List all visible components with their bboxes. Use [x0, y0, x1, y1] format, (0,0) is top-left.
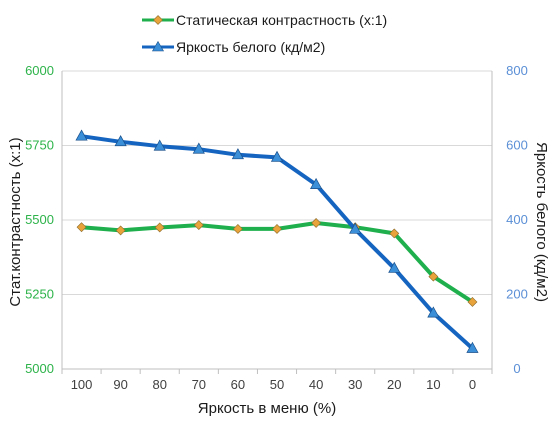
x-axis-title: Яркость в меню (%)	[198, 400, 336, 417]
x-tick-label: 20	[387, 377, 401, 392]
y-left-tick-label: 6000	[25, 63, 54, 78]
y-right-tick-label: 800	[506, 63, 528, 78]
y-axis-left-title: Стат.контрастность (x:1)	[7, 137, 24, 306]
series-1	[75, 129, 479, 353]
x-tick-label: 80	[152, 377, 166, 392]
data-point-brightness	[75, 129, 88, 141]
y-left-tick-label: 5750	[25, 138, 54, 153]
data-point-brightness	[388, 261, 401, 273]
legend: Статическая контрастность (x:1) Яркость …	[142, 12, 387, 55]
y-left-tick-label: 5500	[25, 212, 54, 227]
legend-label-contrast: Статическая контрастность (x:1)	[176, 12, 387, 28]
data-point-contrast	[311, 218, 322, 228]
gridlines	[62, 70, 492, 295]
x-tick-label: 10	[426, 377, 440, 392]
data-point-contrast	[115, 225, 126, 236]
data-point-brightness	[349, 222, 362, 234]
data-point-contrast	[232, 224, 243, 234]
data-point-contrast	[389, 228, 400, 239]
y-right-tick-label: 200	[506, 287, 528, 302]
series-layer	[75, 129, 479, 353]
data-point-contrast	[272, 224, 282, 234]
y-right-tick-label: 400	[506, 212, 528, 227]
x-tick-label: 50	[270, 377, 284, 392]
legend-label-brightness: Яркость белого (кд/м2)	[176, 39, 325, 55]
data-point-brightness	[231, 148, 245, 160]
left-tick-labels: 5000 5250 5500 5750 6000	[25, 63, 54, 376]
axes	[61, 71, 493, 374]
x-tick-label: 40	[309, 377, 323, 392]
legend-marker-brightness	[151, 40, 165, 52]
data-point-brightness	[153, 139, 166, 151]
x-tick-label: 60	[231, 377, 245, 392]
y-right-tick-label: 600	[506, 138, 528, 153]
right-tick-labels: 0 200 400 600 800	[506, 63, 528, 376]
data-point-brightness	[114, 135, 127, 147]
data-point-brightness	[270, 150, 284, 162]
data-point-contrast	[76, 222, 87, 233]
data-point-contrast	[467, 297, 478, 307]
x-tick-label: 30	[348, 377, 362, 392]
data-point-brightness	[192, 142, 205, 154]
legend-item-brightness: Яркость белого (кд/м2)	[142, 39, 325, 55]
x-tick-label: 100	[71, 377, 93, 392]
legend-item-contrast: Статическая контрастность (x:1)	[142, 12, 387, 28]
data-point-contrast	[428, 271, 439, 282]
data-point-contrast	[193, 220, 204, 230]
y-left-tick-label: 5000	[25, 361, 54, 376]
legend-marker-contrast	[153, 15, 163, 25]
data-point-brightness	[427, 306, 440, 318]
data-point-contrast	[154, 222, 165, 233]
x-tick-label: 70	[192, 377, 206, 392]
y-axis-right-title: Яркость белого (кд/м2)	[533, 142, 550, 302]
x-tick-labels: 100 90 80 70 60 50 40 30 20 10 0	[71, 377, 476, 392]
data-point-brightness	[309, 177, 323, 189]
data-point-brightness	[466, 341, 479, 353]
x-tick-label: 0	[469, 377, 476, 392]
x-tick-label: 90	[113, 377, 127, 392]
y-left-tick-label: 5250	[25, 287, 54, 302]
y-right-tick-label: 0	[513, 361, 520, 376]
